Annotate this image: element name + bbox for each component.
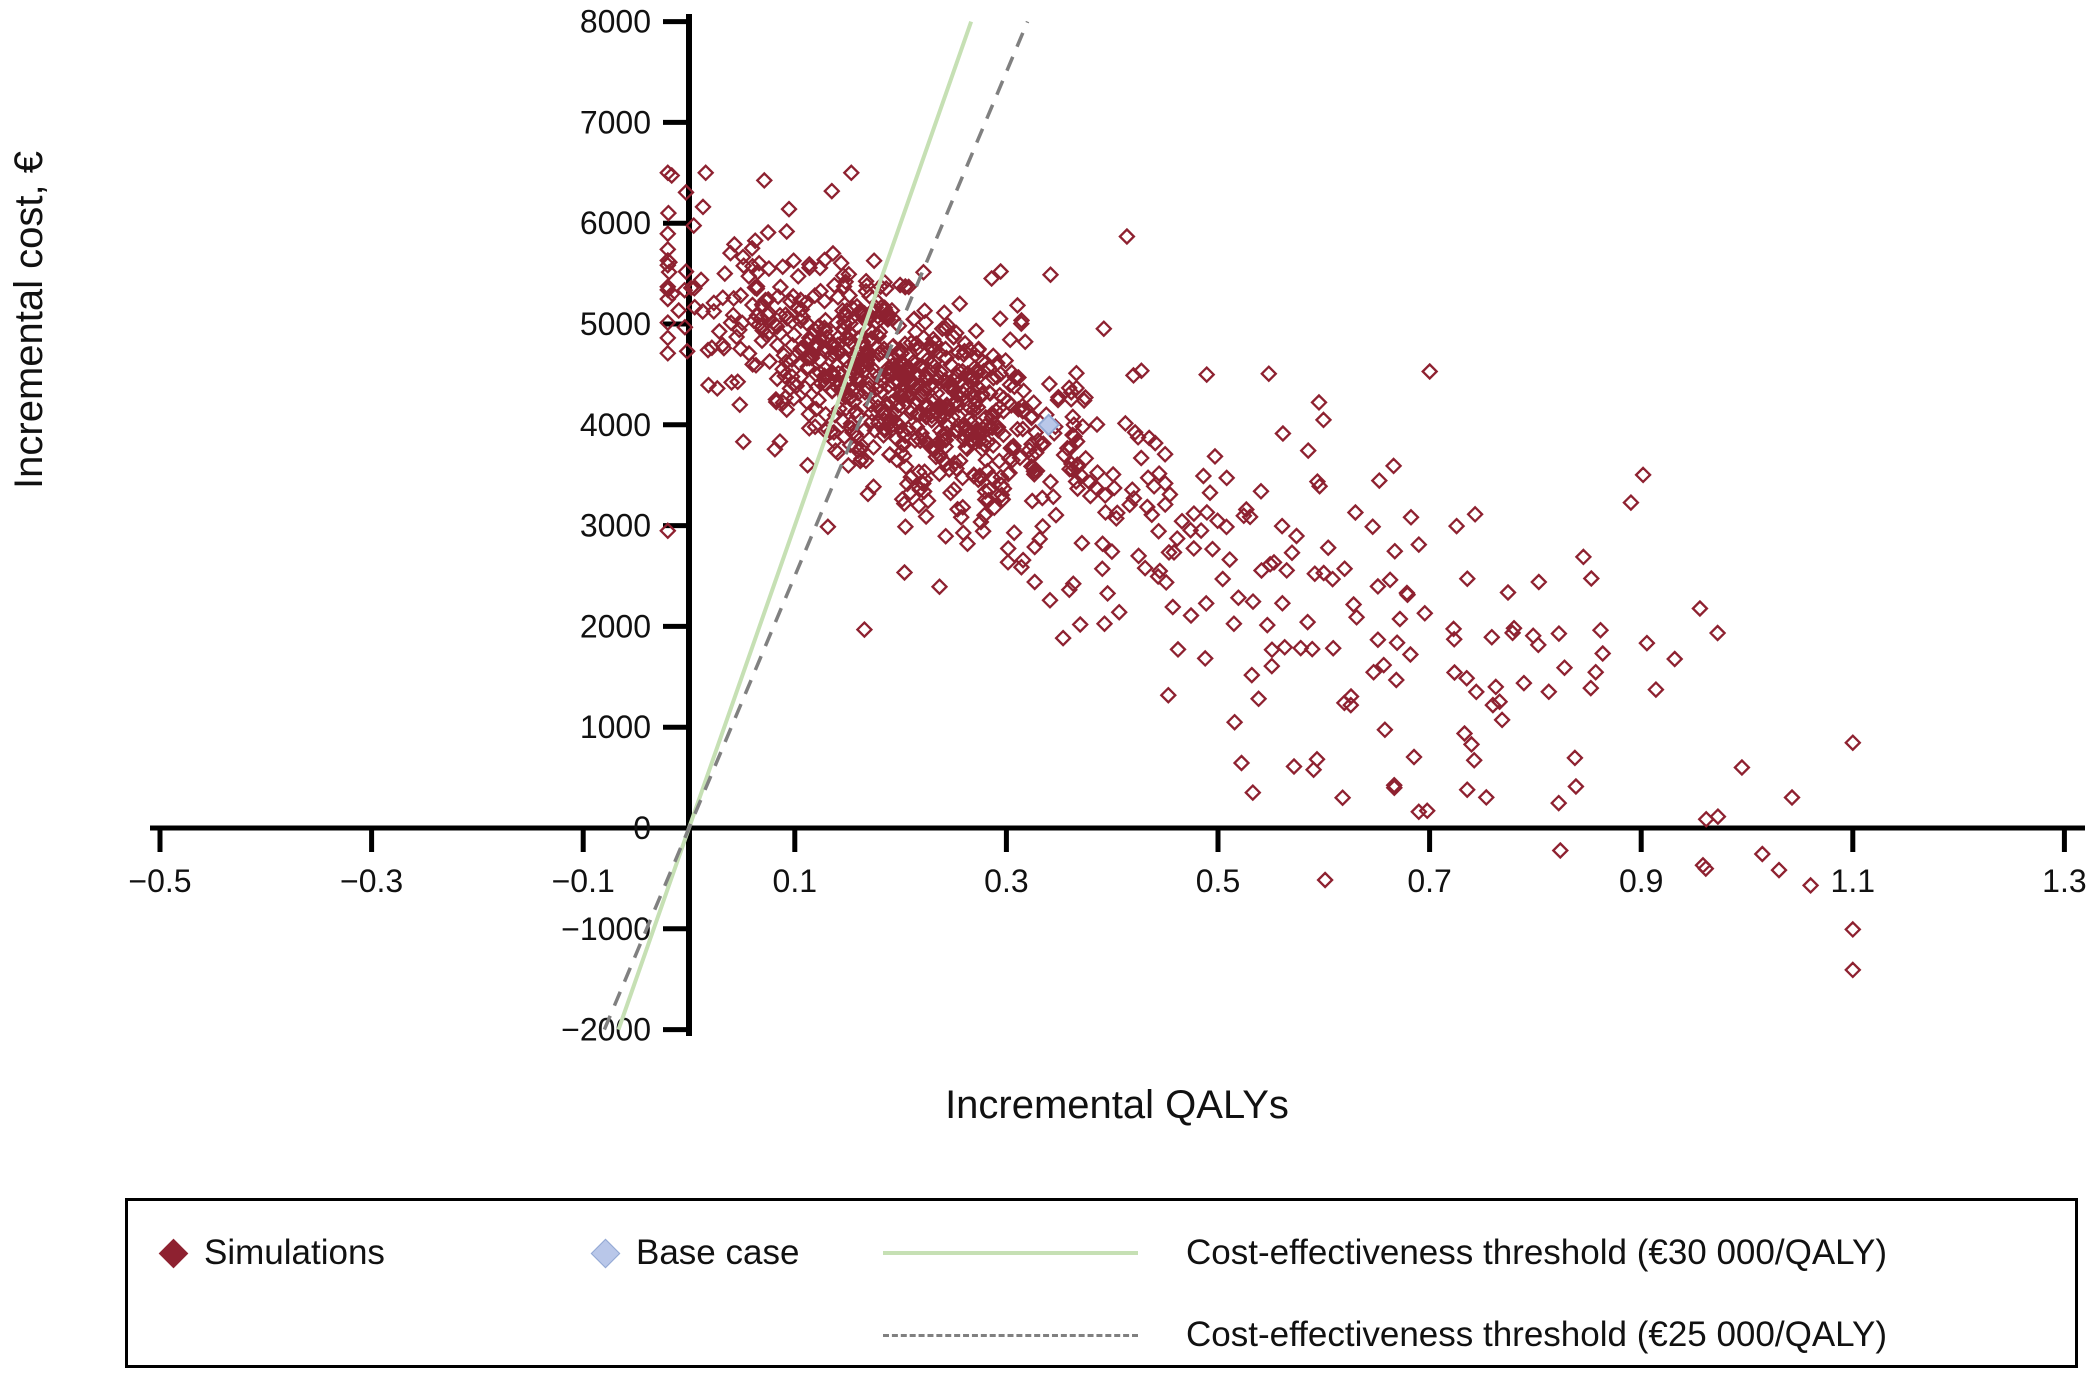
chart-layers: −2000−1000010002000300040005000600070008…	[128, 4, 2086, 1048]
y-tick-label: 2000	[580, 608, 651, 644]
legend-item-threshold-25000: Cost-effectiveness threshold (€25 000/QA…	[883, 1307, 1887, 1363]
x-tick-label: 0.7	[1407, 863, 1451, 899]
x-tick-label: −0.3	[340, 863, 403, 899]
y-axis-title: Incremental cost, €	[7, 151, 51, 489]
y-tick-label: −1000	[561, 911, 651, 947]
y-tick-label: 6000	[580, 205, 651, 241]
base-case-marker-icon	[590, 1238, 620, 1268]
simulations-marker-icon	[158, 1238, 188, 1268]
x-tick-label: 0.5	[1196, 863, 1240, 899]
legend-label-threshold-30000: Cost-effectiveness threshold (€30 000/QA…	[1186, 1233, 1888, 1272]
scatter-plot-area: −2000−1000010002000300040005000600070008…	[7, 4, 2087, 1127]
x-tick-label: −0.1	[552, 863, 615, 899]
x-tick-label: 1.3	[2042, 863, 2086, 899]
threshold-line-30000	[616, 20, 974, 1031]
simulation-points	[659, 164, 1862, 979]
y-tick-label: 3000	[580, 508, 651, 544]
x-tick-label: 1.1	[1831, 863, 1875, 899]
legend-item-threshold-30000: Cost-effectiveness threshold (€30 000/QA…	[883, 1225, 1887, 1281]
legend-label-threshold-25000: Cost-effectiveness threshold (€25 000/QA…	[1186, 1315, 1888, 1354]
diamond-icon	[158, 1238, 188, 1268]
y-tick-label: 7000	[580, 104, 651, 140]
threshold-line-25000	[602, 20, 1030, 1031]
y-tick-label: 8000	[580, 4, 651, 40]
y-tick-label: 5000	[580, 306, 651, 342]
axes: −2000−1000010002000300040005000600070008…	[128, 4, 2086, 1048]
solid-line-icon	[883, 1251, 1138, 1255]
legend-item-simulations: Simulations	[158, 1225, 385, 1281]
legend-label-simulations: Simulations	[204, 1233, 385, 1272]
diamond-icon	[590, 1238, 620, 1268]
x-tick-label: 0.9	[1619, 863, 1663, 899]
legend: Simulations Base case Cost-effectiveness…	[125, 1198, 2078, 1368]
x-tick-label: 0.1	[773, 863, 817, 899]
dashed-line-icon	[883, 1333, 1138, 1337]
x-tick-label: 0.3	[984, 863, 1028, 899]
y-tick-label: 0	[633, 810, 651, 846]
legend-label-base-case: Base case	[636, 1233, 800, 1272]
x-axis-title: Incremental QALYs	[945, 1083, 1289, 1127]
legend-item-base-case: Base case	[590, 1225, 799, 1281]
base-case-point	[1037, 413, 1061, 437]
y-tick-label: 1000	[580, 709, 651, 745]
y-tick-label: 4000	[580, 407, 651, 443]
x-tick-label: −0.5	[128, 863, 191, 899]
